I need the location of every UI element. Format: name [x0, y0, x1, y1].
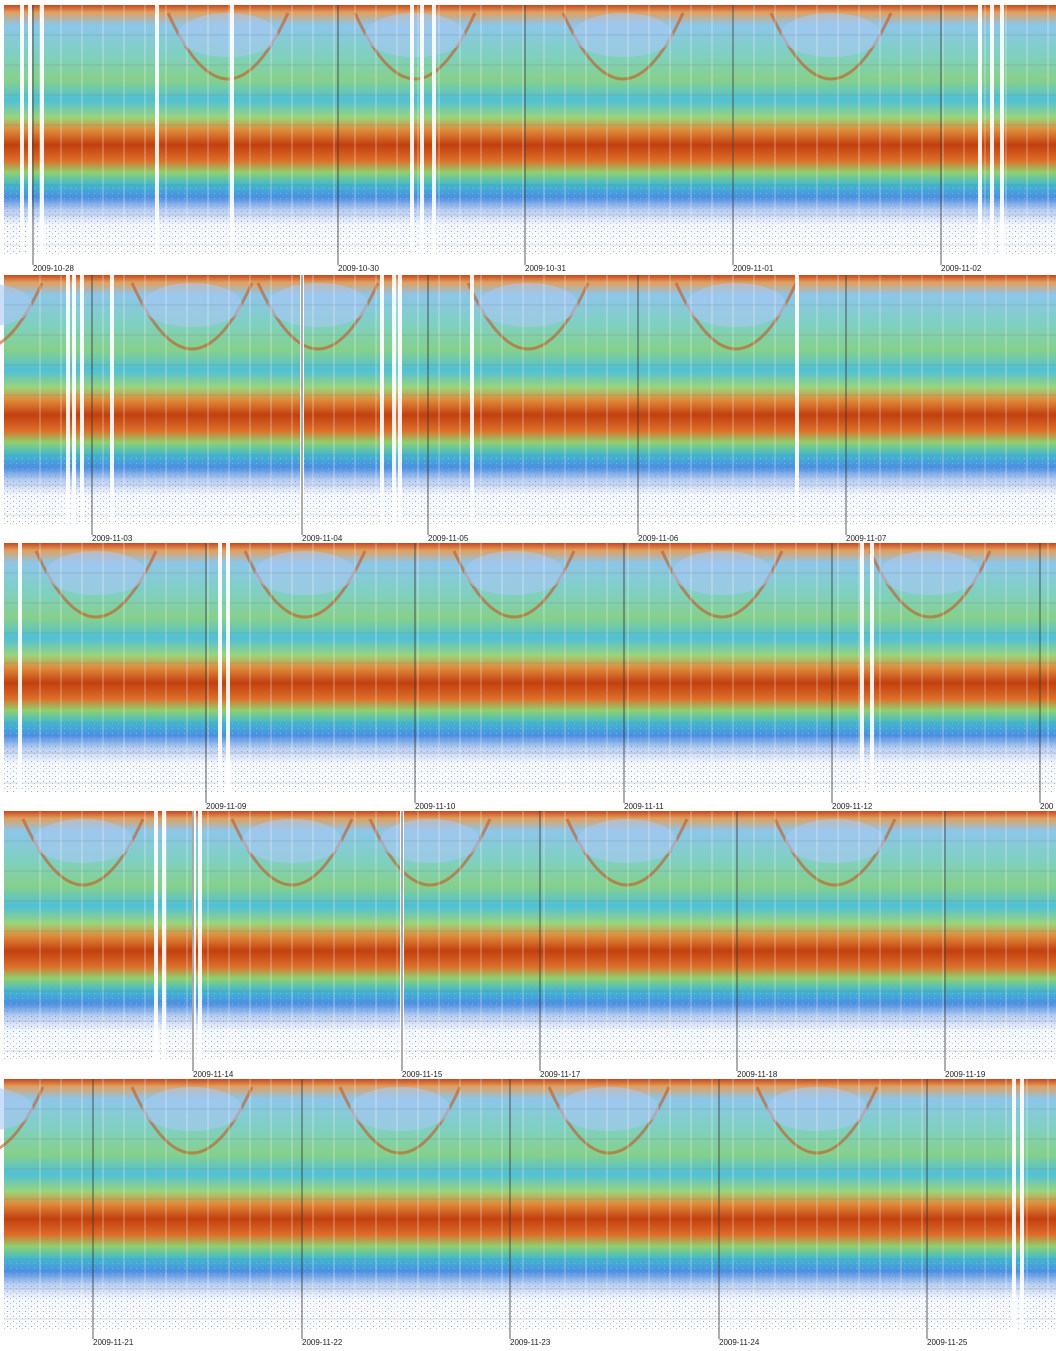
date-label: 2009-10-28 — [33, 264, 74, 273]
gap — [110, 275, 114, 525]
noise — [4, 455, 1056, 525]
date-label: 2009-11-24 — [719, 1338, 760, 1347]
gap — [20, 5, 24, 255]
noise — [4, 185, 1056, 255]
date-label: 2009-11-07 — [846, 534, 887, 543]
date-label: 200 — [1040, 802, 1054, 811]
date-label: 2009-10-30 — [338, 264, 379, 273]
date-label: 2009-11-04 — [302, 534, 343, 543]
date-label: 2009-11-02 — [941, 264, 982, 273]
date-label: 2009-11-22 — [302, 1338, 343, 1347]
gap — [198, 811, 202, 1061]
gap — [380, 275, 384, 525]
date-label: 2009-11-12 — [832, 802, 873, 811]
gap — [226, 543, 230, 793]
gap — [398, 275, 402, 525]
gap — [990, 5, 994, 255]
date-label: 2009-11-21 — [93, 1338, 134, 1347]
date-label: 2009-11-17 — [540, 1070, 581, 1079]
gap — [162, 811, 166, 1061]
gap — [870, 543, 874, 793]
gap — [1020, 1079, 1024, 1329]
gap — [420, 5, 424, 255]
date-label: 2009-11-05 — [428, 534, 469, 543]
gap — [66, 275, 70, 525]
gap — [18, 543, 22, 793]
date-label: 2009-11-25 — [927, 1338, 968, 1347]
date-label: 2009-11-01 — [733, 264, 774, 273]
noise — [4, 991, 1056, 1061]
gap — [218, 543, 222, 793]
noise — [4, 1259, 1056, 1329]
gap — [432, 5, 436, 255]
gap — [230, 5, 234, 255]
gap — [392, 275, 396, 525]
gap — [28, 5, 32, 255]
gap — [154, 811, 158, 1061]
gap — [860, 543, 864, 793]
date-label: 2009-11-19 — [945, 1070, 986, 1079]
gap — [72, 275, 76, 525]
date-label: 2009-11-10 — [415, 802, 456, 811]
date-label: 2009-11-14 — [193, 1070, 234, 1079]
date-label: 2009-11-15 — [402, 1070, 443, 1079]
date-label: 2009-10-31 — [525, 264, 566, 273]
gap — [1012, 1079, 1016, 1329]
gap — [80, 275, 84, 525]
gap — [192, 811, 196, 1061]
date-label: 2009-11-03 — [92, 534, 133, 543]
date-label: 2009-11-11 — [624, 802, 664, 811]
gap — [470, 275, 474, 525]
gap — [978, 5, 982, 255]
noise — [4, 723, 1056, 793]
date-label: 2009-11-18 — [737, 1070, 778, 1079]
date-label: 2009-11-23 — [510, 1338, 551, 1347]
gap — [410, 5, 414, 255]
gap — [795, 275, 799, 525]
date-label: 2009-11-06 — [638, 534, 679, 543]
gap — [40, 5, 44, 255]
gap — [1000, 5, 1004, 255]
date-label: 2009-11-09 — [206, 802, 247, 811]
gap — [155, 5, 159, 255]
